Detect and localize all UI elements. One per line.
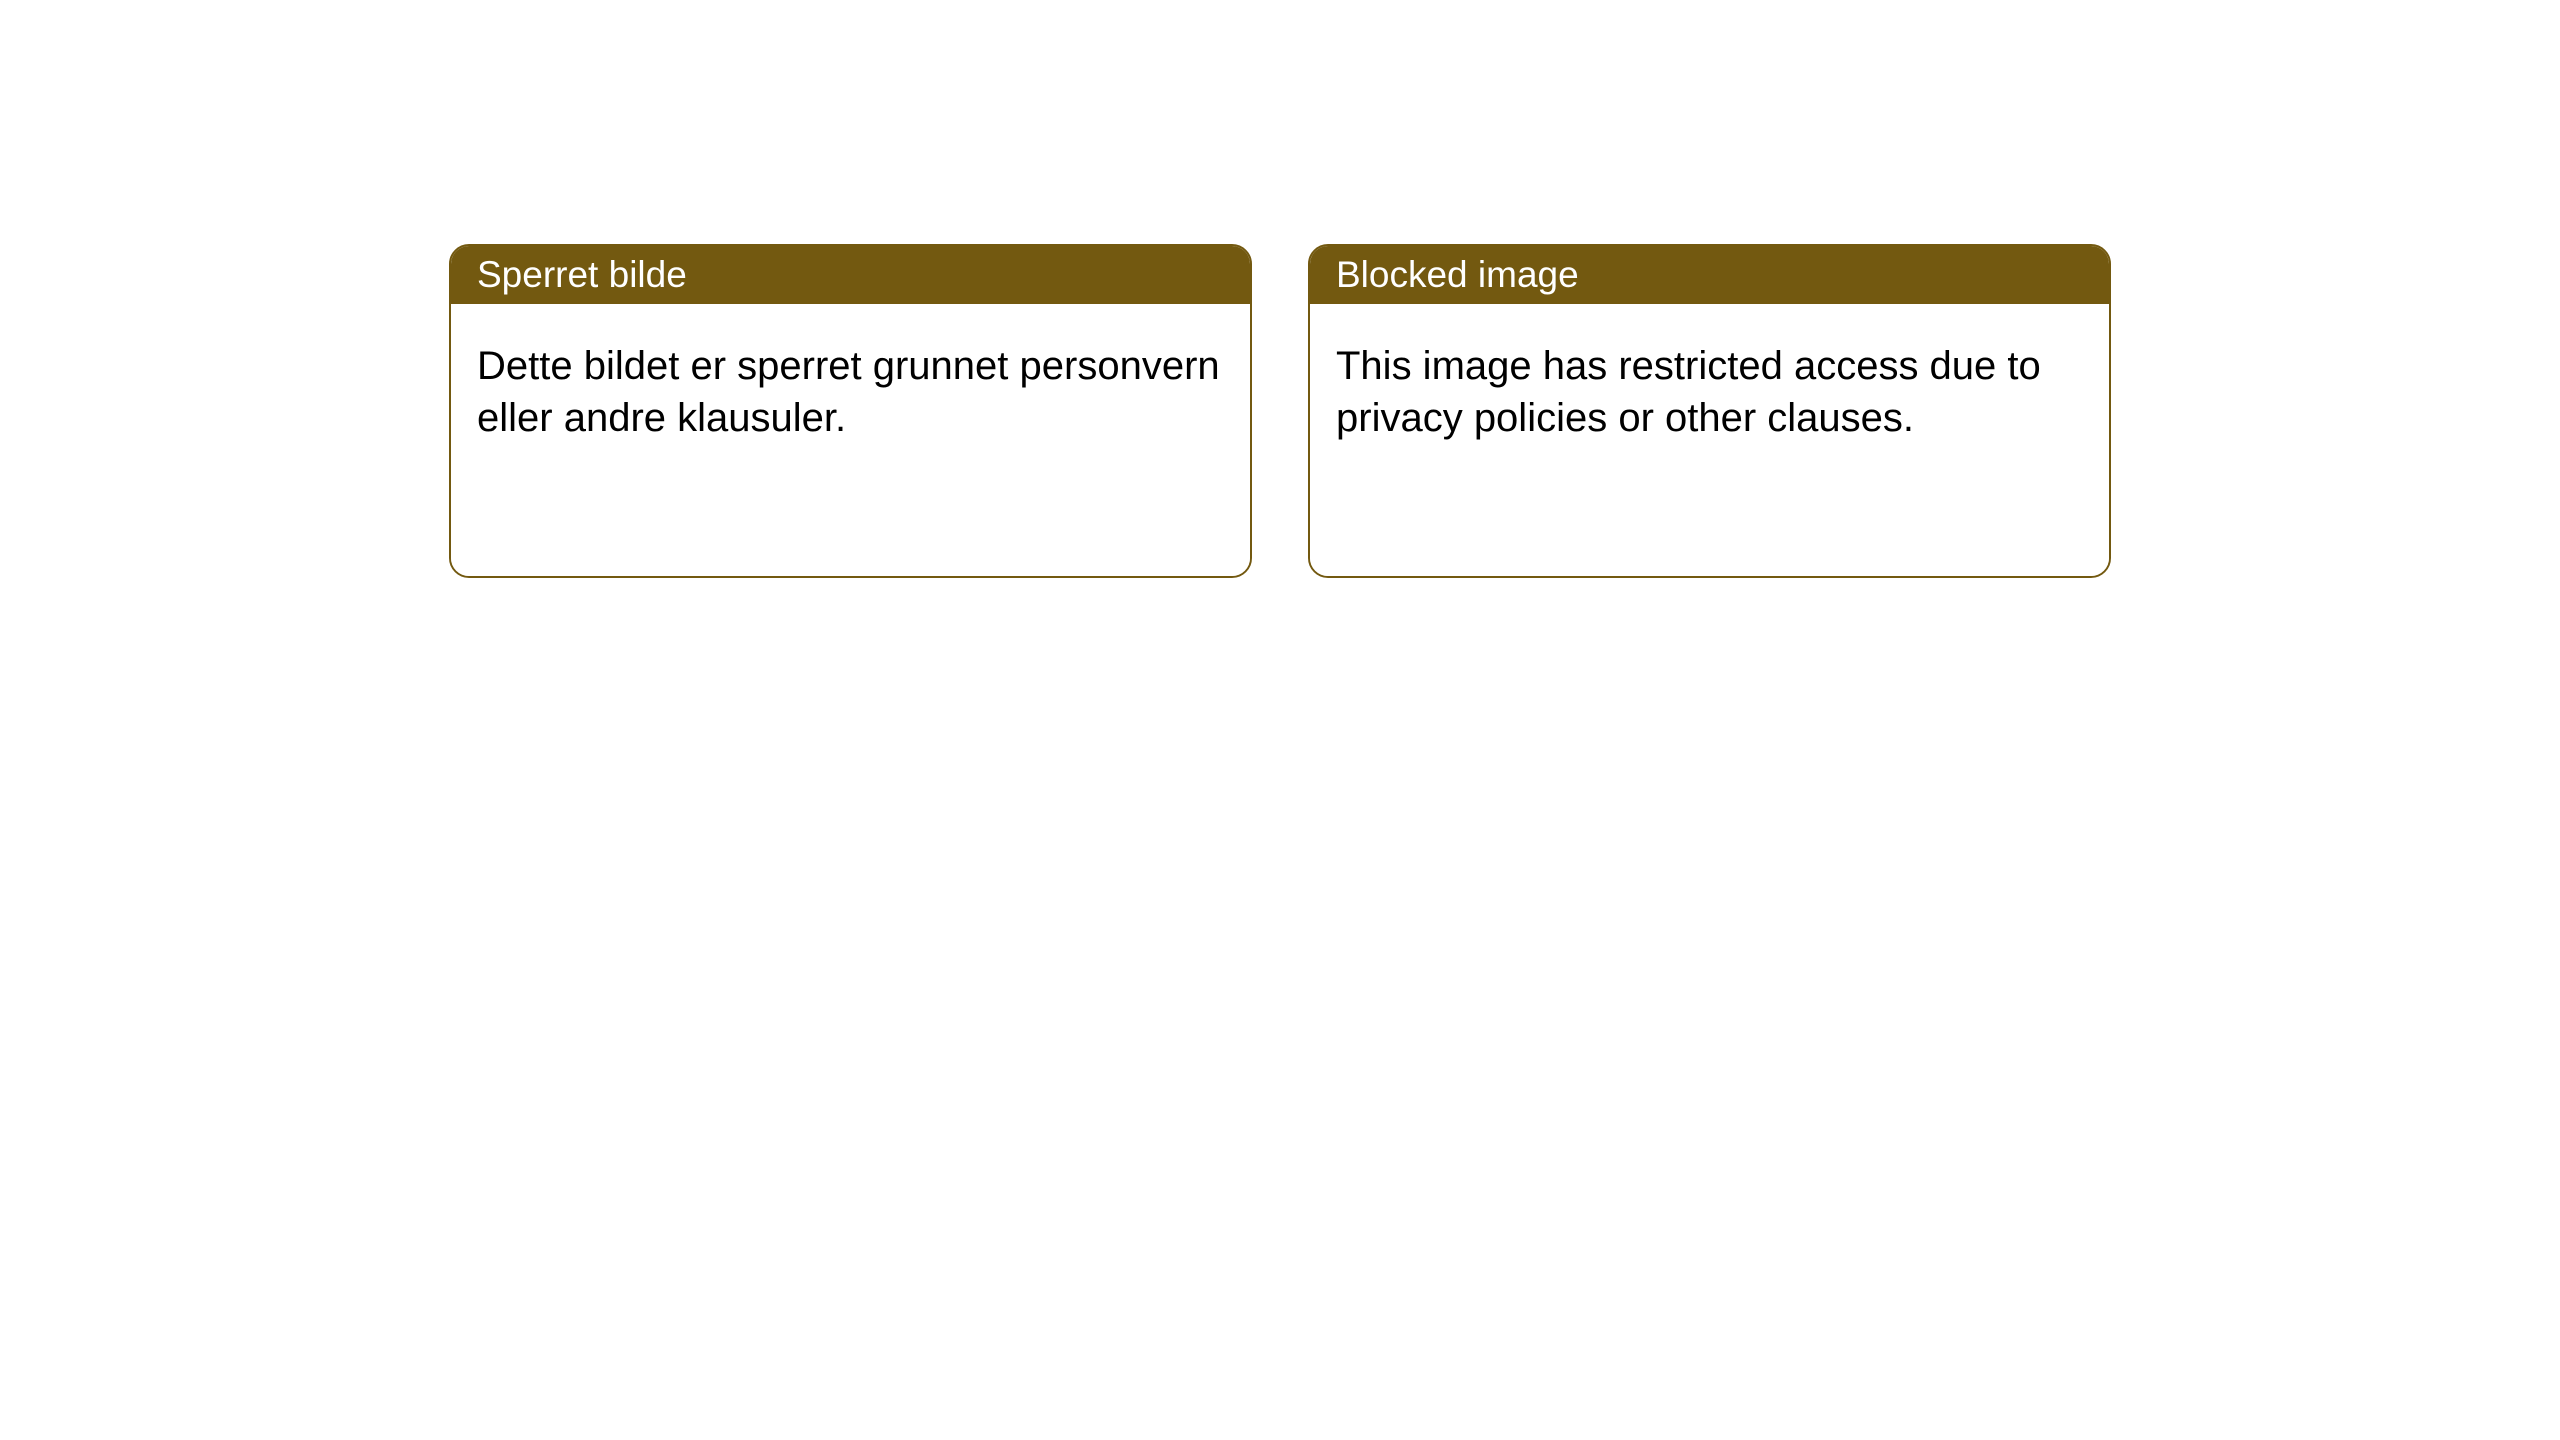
card-message-norwegian: Dette bildet er sperret grunnet personve… <box>477 344 1220 440</box>
card-body-english: This image has restricted access due to … <box>1310 304 2109 576</box>
card-message-english: This image has restricted access due to … <box>1336 344 2041 440</box>
card-header-english: Blocked image <box>1310 246 2109 304</box>
card-title-norwegian: Sperret bilde <box>477 254 687 295</box>
notice-container: Sperret bilde Dette bildet er sperret gr… <box>449 244 2111 578</box>
notice-card-english: Blocked image This image has restricted … <box>1308 244 2111 578</box>
notice-card-norwegian: Sperret bilde Dette bildet er sperret gr… <box>449 244 1252 578</box>
card-title-english: Blocked image <box>1336 254 1579 295</box>
card-header-norwegian: Sperret bilde <box>451 246 1250 304</box>
card-body-norwegian: Dette bildet er sperret grunnet personve… <box>451 304 1250 576</box>
